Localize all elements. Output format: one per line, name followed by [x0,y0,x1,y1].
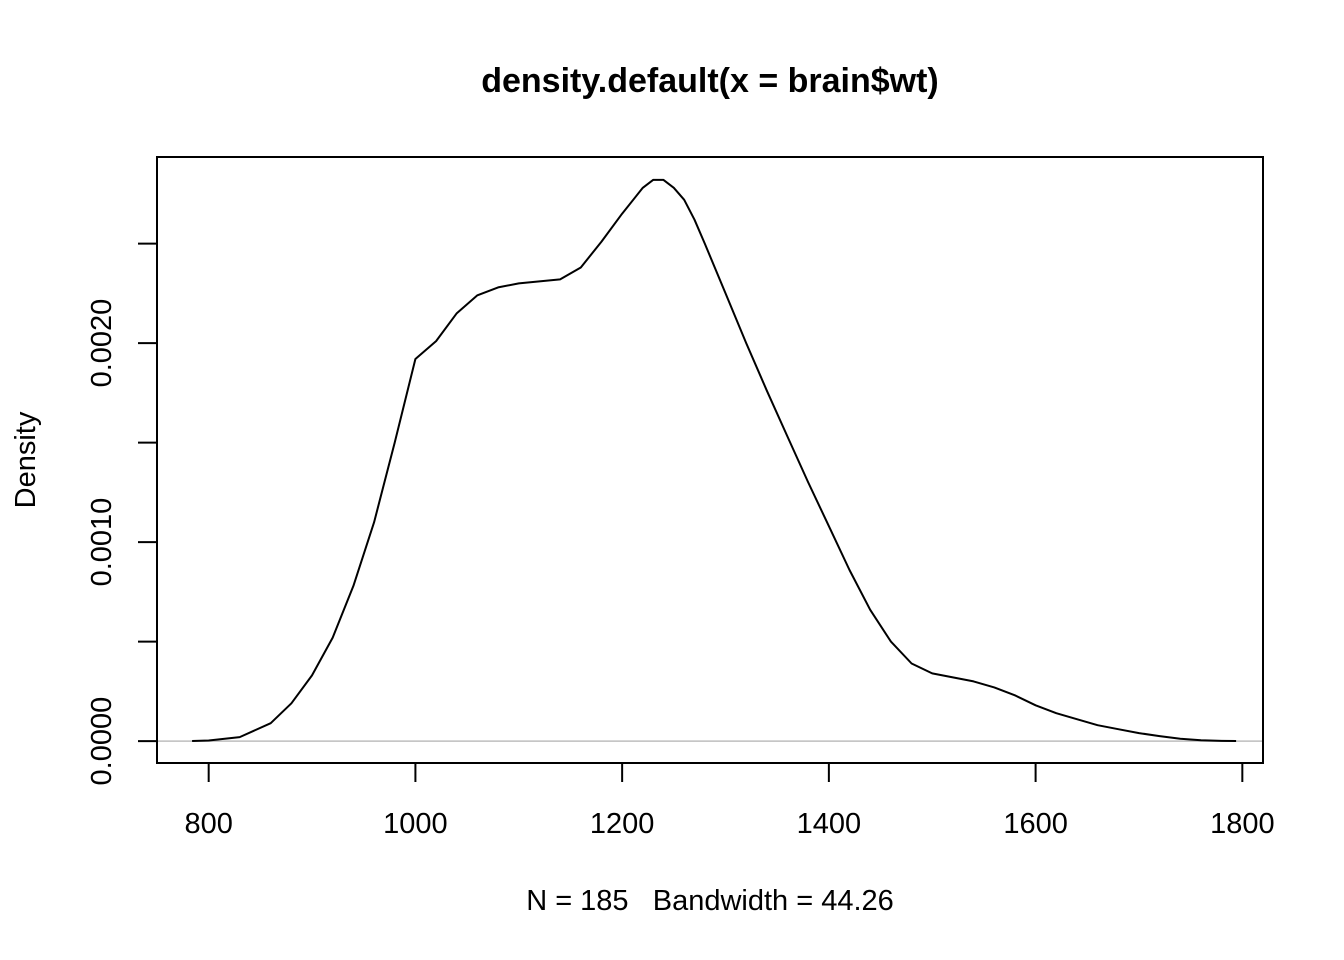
x-tick-label: 1000 [383,808,448,840]
y-tick-label: 0.0020 [86,299,118,388]
plot-frame [156,156,1264,764]
density-curve [192,178,1237,742]
x-tick-label: 1400 [797,808,862,840]
y-tick-label: 0.0000 [86,697,118,786]
x-axis-label: N = 185 Bandwidth = 44.26 [526,885,894,917]
chart-title: density.default(x = brain$wt) [481,62,939,100]
x-tick-label: 1200 [590,808,655,840]
x-tick-label: 1800 [1210,808,1275,840]
y-axis-label: Density [10,411,42,508]
y-tick-label: 0.0010 [86,498,118,587]
x-tick-label: 1600 [1003,808,1068,840]
x-tick-label: 800 [184,808,232,840]
y-axis: 0.0000 0.0010 0.0020 [86,242,158,786]
x-axis: 800 1000 1200 1400 1600 1800 [184,762,1275,840]
